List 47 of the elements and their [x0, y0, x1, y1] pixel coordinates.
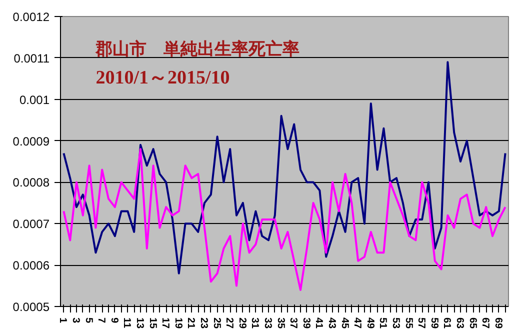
x-tick-label: 67	[480, 318, 491, 330]
x-tick-label: 11	[121, 318, 132, 329]
line-series	[62, 148, 506, 291]
x-tick-label: 61	[441, 318, 452, 330]
x-tick-label: 31	[249, 318, 260, 330]
x-tick-label: 59	[428, 318, 440, 330]
x-tick-label: 15	[146, 318, 158, 330]
y-tick-label: 0.0012	[12, 10, 50, 24]
x-tick-label: 17	[160, 318, 171, 330]
x-tick-label: 49	[364, 318, 376, 330]
y-tick-label: 0.0008	[12, 176, 50, 190]
x-tick-label: 47	[352, 318, 363, 330]
x-tick-label: 45	[338, 318, 350, 330]
x-tick-label: 5	[82, 318, 94, 324]
x-tick-label: 55	[402, 318, 414, 330]
x-tick-label: 69	[492, 318, 504, 330]
x-tick-label: 13	[134, 318, 145, 330]
x-tick-label: 1	[57, 318, 68, 324]
y-tick-label: 0.0006	[12, 258, 50, 273]
x-tick-label: 25	[210, 318, 222, 330]
text: 2010/1～2015/10	[96, 68, 230, 88]
x-tick-label: 37	[288, 318, 299, 330]
x-tick-label: 53	[390, 318, 401, 330]
x-tick-label: 9	[108, 318, 120, 324]
x-tick-label: 41	[313, 318, 324, 330]
x-tick-label: 3	[70, 318, 81, 324]
x-tick-label: 19	[172, 318, 184, 330]
x-tick-label: 7	[96, 318, 107, 324]
x-tick-label: 63	[454, 318, 465, 330]
x-tick-label: 33	[262, 318, 273, 330]
line-series	[62, 61, 506, 274]
x-tick-label: 21	[185, 318, 196, 330]
x-tick-label: 65	[466, 318, 478, 330]
x-tick-label: 23	[198, 318, 209, 330]
x-tick-label: 51	[377, 318, 388, 330]
x-tick-label: 57	[416, 318, 427, 330]
y-tick-label: 0.001	[19, 92, 50, 107]
x-tick-label: 43	[326, 318, 337, 330]
x-tick-label: 35	[274, 318, 286, 330]
y-tick-label: 0.0009	[12, 134, 50, 148]
y-tick-label: 0.0005	[12, 300, 50, 314]
y-tick-label: 0.0011	[14, 51, 50, 66]
x-tick-label: 29	[236, 318, 248, 330]
x-tick-label: 39	[300, 318, 312, 330]
text: 郡山市 単純出生率死亡率	[94, 40, 300, 58]
x-tick-label: 27	[224, 318, 235, 330]
y-tick-label: 0.0007	[12, 217, 50, 232]
